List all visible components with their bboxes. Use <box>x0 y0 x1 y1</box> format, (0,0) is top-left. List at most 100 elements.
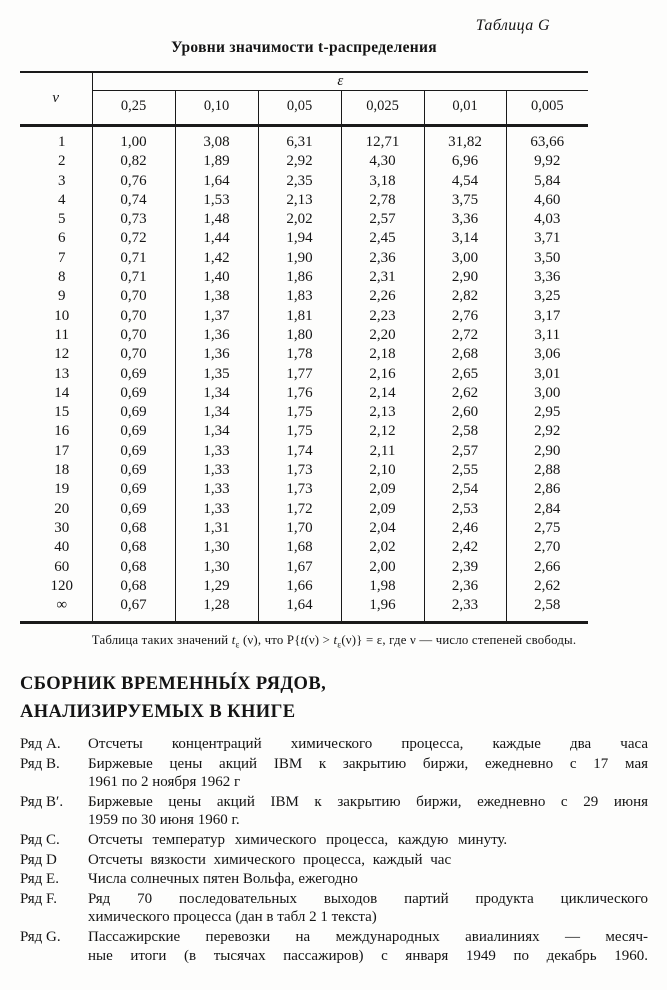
t-value: 2,58 <box>423 422 506 442</box>
t-value: 2,10 <box>340 461 424 481</box>
t-value: 2,14 <box>340 383 424 404</box>
t-value: 12,71 <box>340 125 424 153</box>
heading-line-1: СБОРНИК ВРЕМЕННЫ́Х РЯДОВ, <box>20 673 327 694</box>
t-value: 2,86 <box>505 480 589 500</box>
t-value: 2,09 <box>340 480 424 500</box>
t-value: 2,82 <box>423 287 506 307</box>
table-row: 17 0,69 1,33 1,74 2,11 2,57 2,90 <box>20 441 589 462</box>
t-value: 1,44 <box>174 229 258 249</box>
t-value: 0,76 <box>91 171 175 191</box>
nu-value: 4 <box>58 191 66 208</box>
t-value: 0,69 <box>91 499 175 519</box>
t-value: 3,36 <box>423 210 506 230</box>
t-value: 6,96 <box>423 152 506 172</box>
table-row: 4 0,74 1,53 2,13 2,78 3,75 4,60 <box>20 190 589 211</box>
epsilon-level-header: 0,01 <box>423 90 506 126</box>
t-value: 0,67 <box>91 596 175 623</box>
t-value: 2,18 <box>340 345 424 365</box>
t-value: 3,11 <box>505 325 589 346</box>
t-value: 2,66 <box>505 557 589 577</box>
t-value: 1,00 <box>91 125 175 153</box>
nu-value: 40 <box>54 539 70 556</box>
t-value: 2,33 <box>423 596 506 623</box>
nu-value: 9 <box>58 288 66 305</box>
t-value: 2,36 <box>340 248 424 269</box>
t-value: 1,64 <box>174 171 258 191</box>
t-value: 1,77 <box>257 364 341 384</box>
t-value: 1,31 <box>174 518 258 539</box>
t-value: 1,76 <box>257 383 341 404</box>
table-row: 30 0,68 1,31 1,70 2,04 2,46 2,75 <box>20 518 589 539</box>
t-value: 2,02 <box>257 210 341 230</box>
t-value: 4,03 <box>505 210 589 230</box>
footnote-text: (ν)} = ε, где ν — число степеней свободы… <box>341 633 577 648</box>
t-value: 3,71 <box>505 229 589 249</box>
t-value: 1,90 <box>257 248 341 269</box>
t-value: 0,70 <box>91 287 175 307</box>
t-value: 2,46 <box>423 518 506 539</box>
t-value: 1,73 <box>257 461 341 481</box>
t-value: 1,28 <box>174 596 258 623</box>
series-item-text: Биржевые цены акций IBM к закрытию биржи… <box>88 793 648 810</box>
series-item-text: Отсчеты концентраций химического процесс… <box>88 735 648 752</box>
t-value: 2,04 <box>340 518 424 539</box>
table-row: 6 0,72 1,44 1,94 2,45 3,14 3,71 <box>20 229 589 249</box>
epsilon-level-header: 0,25 <box>91 90 175 126</box>
t-value: 2,95 <box>505 403 589 423</box>
t-value: 2,09 <box>340 499 424 519</box>
t-value: 2,75 <box>505 518 589 539</box>
t-value: 2,55 <box>423 461 506 481</box>
series-item-E: Ряд E. Числа солнечных пятен Вольфа, еже… <box>20 870 648 889</box>
nu-value: 3 <box>58 172 66 189</box>
nu-value: 7 <box>58 249 66 266</box>
nu-column-header: ν <box>52 90 60 106</box>
series-item-D: Ряд D Отсчеты вязкости химического проце… <box>20 851 648 870</box>
t-value: 1,38 <box>174 287 258 307</box>
series-item-label: Ряд D <box>20 851 57 868</box>
epsilon-level-header: 0,005 <box>505 90 589 126</box>
t-value: 3,00 <box>505 383 589 404</box>
footnote-text: (ν), что P{ <box>239 633 301 648</box>
t-value: 0,68 <box>91 557 175 577</box>
t-value: 3,06 <box>505 345 589 365</box>
nu-value: 10 <box>54 307 70 324</box>
table-row: ∞ 0,67 1,28 1,64 1,96 2,33 2,58 <box>20 596 589 623</box>
t-value: 2,57 <box>423 441 506 462</box>
table-row: 19 0,69 1,33 1,73 2,09 2,54 2,86 <box>20 480 589 500</box>
table-row: 12 0,70 1,36 1,78 2,18 2,68 3,06 <box>20 345 589 365</box>
nu-value: 14 <box>54 384 70 401</box>
nu-value: 60 <box>54 558 70 575</box>
t-value: 0,70 <box>91 306 175 326</box>
t-value: 2,70 <box>505 538 589 558</box>
t-value: 3,36 <box>505 268 589 288</box>
t-value: 1,94 <box>257 229 341 249</box>
t-value: 4,30 <box>340 152 424 172</box>
t-value: 1,75 <box>257 422 341 442</box>
t-value: 0,69 <box>91 403 175 423</box>
t-value: 2,65 <box>423 364 506 384</box>
table-footnote: Таблица таких значений tε (ν), что P{t(ν… <box>20 633 648 650</box>
t-value: 1,75 <box>257 403 341 423</box>
series-item-text: 1961 по 2 ноября 1962 г <box>88 774 241 791</box>
t-value: 2,16 <box>340 364 424 384</box>
t-value: 1,42 <box>174 248 258 269</box>
t-value: 1,35 <box>174 364 258 384</box>
t-value: 1,33 <box>174 480 258 500</box>
series-item-label: Ряд C. <box>20 831 60 848</box>
series-item-text: химического процесса (дан в табл 2 1 тек… <box>88 909 377 926</box>
t-value: 4,60 <box>505 190 589 211</box>
t-value: 2,92 <box>505 422 589 442</box>
nu-value: 17 <box>54 442 70 459</box>
nu-value: 13 <box>54 365 70 382</box>
series-item-text: 1959 по 30 июня 1960 г. <box>88 812 240 829</box>
t-value: 3,18 <box>340 171 424 191</box>
t-value: 2,31 <box>340 268 424 288</box>
t-value: 1,72 <box>257 499 341 519</box>
t-value: 1,80 <box>257 325 341 346</box>
t-value: 2,62 <box>505 576 589 597</box>
t-value: 1,86 <box>257 268 341 288</box>
t-value: 0,70 <box>91 325 175 346</box>
t-value: 1,30 <box>174 557 258 577</box>
series-item-F: Ряд F. Ряд 70 последовательных выходов п… <box>20 890 648 927</box>
t-value: 2,13 <box>257 190 341 211</box>
